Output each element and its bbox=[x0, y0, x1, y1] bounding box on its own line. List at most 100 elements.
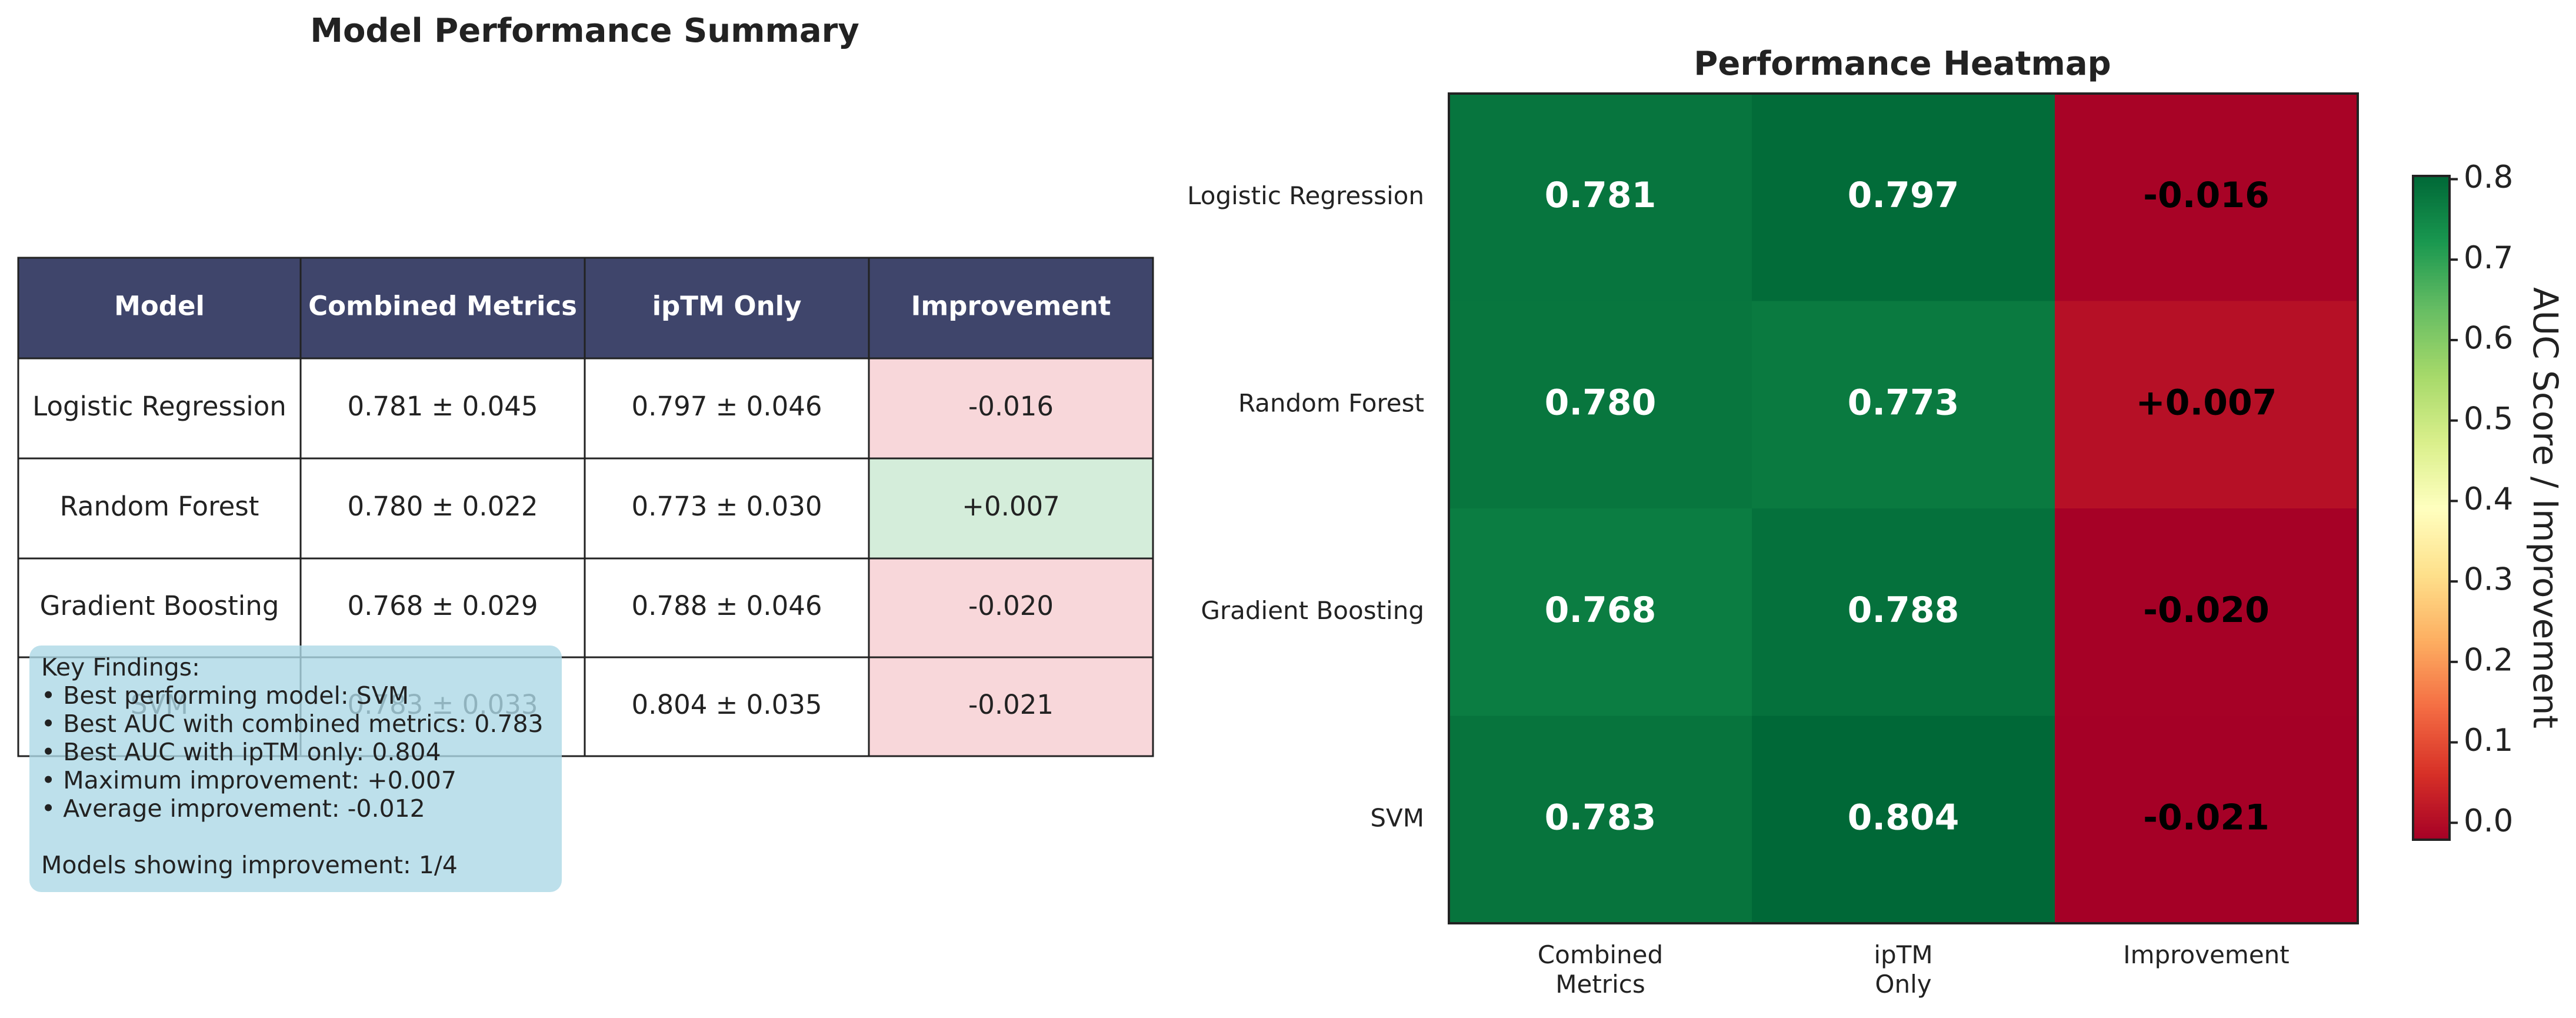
colorbar-segment bbox=[2413, 524, 2450, 528]
colorbar-segment bbox=[2413, 763, 2450, 767]
colorbar-segment bbox=[2413, 634, 2450, 638]
colorbar-segment bbox=[2413, 670, 2450, 674]
colorbar-segment bbox=[2413, 594, 2450, 598]
cell-text: 0.780 ± 0.022 bbox=[348, 491, 538, 522]
colorbar-segment bbox=[2413, 255, 2450, 260]
colorbar-segment bbox=[2413, 521, 2450, 525]
colorbar-segment bbox=[2413, 664, 2450, 668]
colorbar-segment bbox=[2413, 747, 2450, 751]
colorbar-segment bbox=[2413, 378, 2450, 382]
colorbar-segment bbox=[2413, 179, 2450, 184]
colorbar-segment bbox=[2413, 514, 2450, 518]
colorbar-segment bbox=[2413, 222, 2450, 227]
colorbar-segment bbox=[2413, 780, 2450, 784]
colorbar-segment bbox=[2413, 547, 2450, 552]
header-text: Model bbox=[114, 291, 205, 322]
colorbar-segment bbox=[2413, 693, 2450, 698]
colorbar-tick-label: 0.1 bbox=[2464, 723, 2513, 758]
colorbar-segment bbox=[2413, 408, 2450, 412]
colorbar-segment bbox=[2413, 375, 2450, 379]
colorbar-segment bbox=[2413, 315, 2450, 320]
colorbar-segment bbox=[2413, 405, 2450, 409]
heatmap-cell bbox=[1752, 94, 2055, 301]
colorbar-segment bbox=[2413, 564, 2450, 568]
colorbar-segment bbox=[2413, 534, 2450, 538]
row-label: SVM bbox=[1370, 803, 1424, 832]
colorbar-segment bbox=[2413, 501, 2450, 505]
colorbar-segment bbox=[2413, 687, 2450, 691]
heatmap-cell bbox=[1449, 716, 1752, 924]
colorbar-segment bbox=[2413, 461, 2450, 465]
colorbar-segment bbox=[2413, 411, 2450, 415]
colorbar-segment bbox=[2413, 750, 2450, 754]
colorbar-segment bbox=[2413, 395, 2450, 399]
colorbar-segment bbox=[2413, 195, 2450, 200]
colorbar-segment bbox=[2413, 288, 2450, 293]
colorbar-segment bbox=[2413, 720, 2450, 724]
column-label: ipTM Only bbox=[1874, 940, 1932, 999]
findings-line: • Best AUC with ipTM only: 0.804 bbox=[41, 738, 441, 766]
colorbar-segment bbox=[2413, 531, 2450, 535]
colorbar-segment bbox=[2413, 275, 2450, 280]
cell-text: Random Forest bbox=[60, 491, 259, 522]
colorbar-segment bbox=[2413, 418, 2450, 422]
colorbar-tick-label: 0.2 bbox=[2464, 642, 2513, 678]
colorbar-segment bbox=[2413, 451, 2450, 455]
colorbar-segment bbox=[2413, 381, 2450, 386]
colorbar-segment bbox=[2413, 488, 2450, 492]
colorbar-segment bbox=[2413, 571, 2450, 575]
heatmap-cell bbox=[1449, 301, 1752, 509]
cell-value-label: 0.783 bbox=[1545, 797, 1657, 838]
colorbar-segment bbox=[2413, 660, 2450, 664]
cell-text: 0.768 ± 0.029 bbox=[348, 590, 538, 621]
colorbar-segment bbox=[2413, 703, 2450, 708]
colorbar-segment bbox=[2413, 428, 2450, 433]
colorbar-segment bbox=[2413, 674, 2450, 678]
colorbar-segment bbox=[2413, 637, 2450, 641]
colorbar-segment bbox=[2413, 441, 2450, 445]
colorbar-segment bbox=[2413, 713, 2450, 718]
colorbar-segment bbox=[2413, 617, 2450, 621]
colorbar-segment bbox=[2413, 425, 2450, 429]
colorbar-segment bbox=[2413, 581, 2450, 585]
colorbar-label: AUC Score / Improvement bbox=[2525, 287, 2565, 728]
colorbar-segment bbox=[2413, 295, 2450, 300]
colorbar-segment bbox=[2413, 328, 2450, 332]
row-label: Random Forest bbox=[1238, 388, 1424, 417]
colorbar-segment bbox=[2413, 683, 2450, 688]
colorbar-segment bbox=[2413, 345, 2450, 350]
colorbar-segment bbox=[2413, 209, 2450, 213]
colorbar-segment bbox=[2413, 823, 2450, 827]
colorbar-tick-label: 0.0 bbox=[2464, 803, 2513, 839]
colorbar-segment bbox=[2413, 783, 2450, 787]
colorbar-segment bbox=[2413, 640, 2450, 645]
colorbar-segment bbox=[2413, 597, 2450, 601]
colorbar-segment bbox=[2413, 587, 2450, 591]
cell-value-label: -0.020 bbox=[2143, 590, 2270, 631]
colorbar-segment bbox=[2413, 604, 2450, 608]
colorbar-segment bbox=[2413, 624, 2450, 628]
heatmap-cell bbox=[1752, 301, 2055, 509]
colorbar-segment bbox=[2413, 627, 2450, 631]
colorbar-segment bbox=[2413, 182, 2450, 187]
colorbar-segment bbox=[2413, 355, 2450, 359]
cell-text: 0.788 ± 0.046 bbox=[632, 590, 822, 621]
colorbar-segment bbox=[2413, 468, 2450, 472]
colorbar-segment bbox=[2413, 766, 2450, 771]
colorbar-segment bbox=[2413, 527, 2450, 532]
colorbar-segment bbox=[2413, 189, 2450, 193]
header-cell bbox=[868, 257, 1154, 360]
colorbar-segment bbox=[2413, 833, 2450, 837]
colorbar-segment bbox=[2413, 249, 2450, 253]
colorbar-segment bbox=[2413, 431, 2450, 435]
cell-value-label: 0.797 bbox=[1848, 175, 1960, 216]
colorbar-segment bbox=[2413, 504, 2450, 508]
colorbar-segment bbox=[2413, 574, 2450, 578]
colorbar-segment bbox=[2413, 796, 2450, 801]
header-cell bbox=[17, 257, 302, 360]
colorbar-segment bbox=[2413, 620, 2450, 625]
colorbar-segment bbox=[2413, 757, 2450, 761]
colorbar-segment bbox=[2413, 577, 2450, 581]
heatmap-cell bbox=[2055, 508, 2358, 716]
cell-value-label: 0.768 bbox=[1545, 590, 1657, 631]
